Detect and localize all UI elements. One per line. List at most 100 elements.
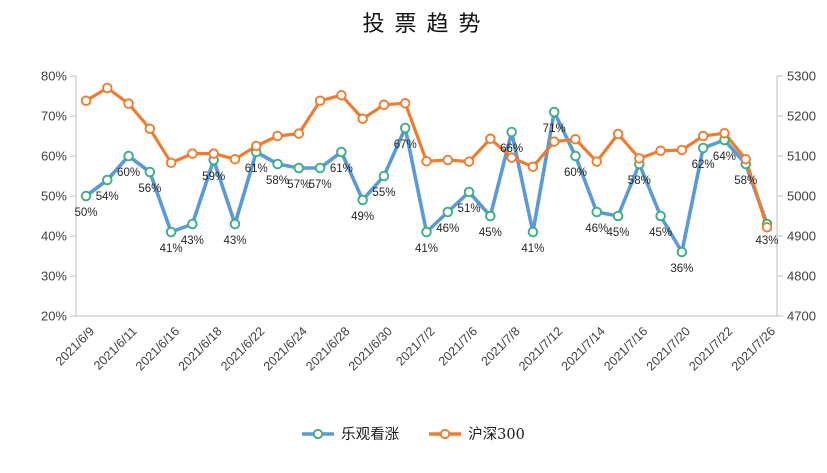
y-axis-left-tick-label: 80% xyxy=(41,69,67,84)
csi300-point-marker xyxy=(740,153,751,165)
optimistic-data-label: 51% xyxy=(458,203,481,215)
optimistic-point-marker xyxy=(463,186,475,198)
x-axis-tick-label: 2021/7/2 xyxy=(393,324,437,368)
csi300-point-marker xyxy=(548,136,560,147)
optimistic-point-marker xyxy=(591,206,603,218)
optimistic-point-marker xyxy=(676,246,688,258)
optimistic-data-label: 46% xyxy=(585,223,608,235)
x-axis-tick-label: 2021/6/11 xyxy=(91,324,140,373)
y-axis-right-tick-label: 5300 xyxy=(787,69,816,84)
legend-label-optimistic: 乐观看涨 xyxy=(341,427,400,443)
optimistic-data-label: 58% xyxy=(628,175,651,187)
csi300-point-marker xyxy=(761,221,773,233)
optimistic-point-marker xyxy=(357,194,368,206)
csi300-point-marker xyxy=(612,128,624,140)
csi300-point-marker xyxy=(272,130,283,142)
legend-key-marker xyxy=(313,428,324,439)
x-axis-tick-label: 2021/6/22 xyxy=(218,324,267,373)
optimistic-data-label: 60% xyxy=(564,167,587,179)
optimistic-point-marker xyxy=(548,106,560,118)
optimistic-data-label: 45% xyxy=(607,227,630,239)
optimistic-point-marker xyxy=(336,146,347,158)
csi300-point-marker xyxy=(293,128,305,139)
optimistic-point-marker xyxy=(399,122,411,134)
x-axis-tick-label: 2021/7/14 xyxy=(559,324,608,373)
optimistic-point-marker xyxy=(378,170,390,182)
legend-key-graphic xyxy=(302,428,335,439)
optimistic-data-label: 41% xyxy=(160,243,183,255)
legend-item-csi300[interactable]: 沪深300 xyxy=(429,423,525,444)
csi300-point-marker xyxy=(378,99,390,111)
optimistic-line-marker-icon xyxy=(302,428,335,440)
x-axis-tick-label: 2021/7/26 xyxy=(729,324,778,373)
optimistic-data-label: 66% xyxy=(500,143,523,155)
csi300-point-marker xyxy=(187,148,198,159)
csi300-point-marker xyxy=(144,123,156,135)
optimistic-data-label: 67% xyxy=(394,139,417,151)
y-axis-right-tick-label: 5100 xyxy=(787,149,816,164)
chart-title: 投票趋势 xyxy=(362,12,491,37)
csi300-point-marker xyxy=(634,153,645,164)
csi300-point-marker xyxy=(80,95,92,107)
csi300-point-marker xyxy=(485,133,496,145)
x-axis-tick-label: 2021/6/24 xyxy=(261,324,310,373)
x-axis-tick-label: 2021/7/22 xyxy=(686,324,735,373)
legend-label-csi300: 沪深300 xyxy=(468,427,525,443)
optimistic-data-label: 57% xyxy=(287,179,310,191)
optimistic-point-marker xyxy=(485,210,496,222)
csi300-point-marker xyxy=(506,152,517,163)
optimistic-data-label: 62% xyxy=(692,159,715,171)
optimistic-data-label: 54% xyxy=(96,191,119,203)
y-axis-left-tick-label: 70% xyxy=(41,109,67,124)
csi300-point-marker xyxy=(442,154,454,166)
csi300-point-marker xyxy=(591,156,603,167)
y-axis-left-tick-label: 30% xyxy=(41,269,67,284)
optimistic-data-label: 64% xyxy=(713,151,736,163)
x-axis-tick-label: 2021/7/6 xyxy=(436,324,480,368)
optimistic-point-marker xyxy=(570,150,581,162)
csi300-point-marker xyxy=(123,98,134,109)
csi300-point-marker xyxy=(463,156,475,167)
legend: 乐观看涨 沪深300 xyxy=(0,423,827,444)
x-axis-tick-label: 2021/7/16 xyxy=(601,324,650,373)
csi300-point-marker xyxy=(719,127,730,139)
optimistic-point-marker xyxy=(314,162,326,174)
y-axis-right-tick-label: 4800 xyxy=(787,269,816,284)
optimistic-data-label: 45% xyxy=(649,227,672,239)
optimistic-data-label: 58% xyxy=(734,175,757,187)
y-axis-left-tick-label: 20% xyxy=(41,309,67,324)
legend-item-optimistic[interactable]: 乐观看涨 xyxy=(302,423,399,444)
optimistic-point-marker xyxy=(102,174,113,186)
optimistic-point-marker xyxy=(187,218,198,230)
legend-key-marker xyxy=(440,428,451,439)
optimistic-point-marker xyxy=(697,142,709,154)
optimistic-data-label: 61% xyxy=(245,163,268,175)
csi300-point-marker xyxy=(421,155,432,167)
optimistic-data-label: 43% xyxy=(181,235,204,247)
optimistic-point-marker xyxy=(229,218,241,230)
optimistic-data-label: 57% xyxy=(309,179,332,191)
optimistic-data-label: 71% xyxy=(543,123,566,135)
optimistic-data-label: 41% xyxy=(415,243,438,255)
optimistic-point-marker xyxy=(272,158,283,170)
optimistic-data-label: 45% xyxy=(479,227,502,239)
y-axis-right-tick-label: 5000 xyxy=(787,189,816,204)
x-axis-tick-label: 2021/7/20 xyxy=(644,324,693,373)
optimistic-point-marker xyxy=(442,206,454,218)
legend-key-graphic xyxy=(429,428,462,439)
csi300-point-marker xyxy=(570,133,581,145)
csi300-point-marker xyxy=(165,157,177,169)
csi300-line-marker-icon xyxy=(429,428,462,440)
optimistic-point-marker xyxy=(655,210,666,222)
optimistic-data-label: 61% xyxy=(330,163,353,175)
csi300-point-marker xyxy=(336,89,347,101)
optimistic-point-marker xyxy=(421,226,432,238)
y-axis-right-tick-label: 4700 xyxy=(787,309,816,324)
optimistic-point-marker xyxy=(506,126,517,138)
x-axis-tick-label: 2021/6/16 xyxy=(133,324,182,373)
y-axis-right-tick-label: 4900 xyxy=(787,229,816,244)
optimistic-data-label: 49% xyxy=(351,211,374,223)
csi300-point-marker xyxy=(102,82,113,94)
